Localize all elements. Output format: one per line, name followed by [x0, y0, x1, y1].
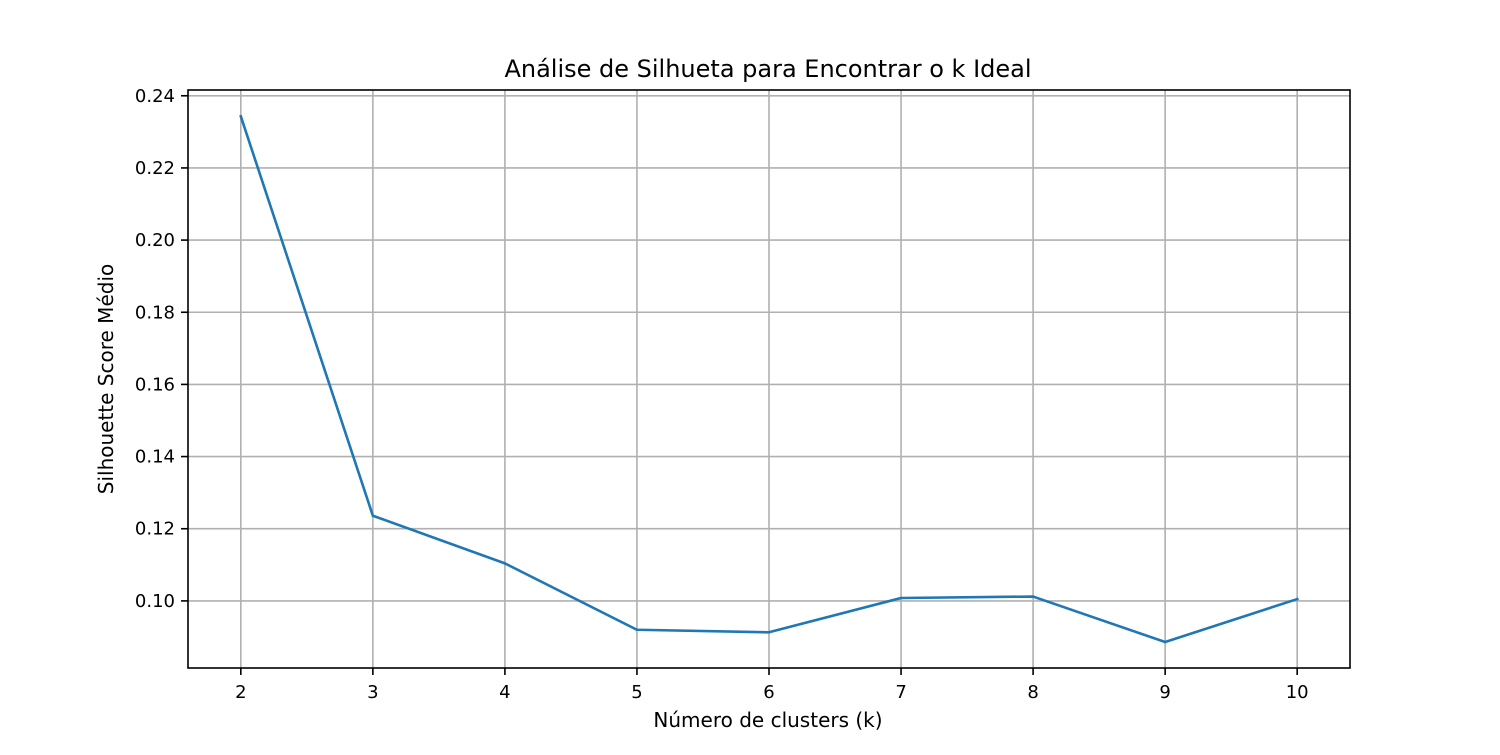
grid-lines	[188, 90, 1350, 668]
y-tick-label: 0.24	[135, 86, 175, 107]
data-point	[635, 628, 639, 632]
data-point	[371, 514, 375, 518]
data-point	[239, 115, 243, 118]
y-tick-label: 0.22	[135, 158, 175, 179]
y-tick-label: 0.10	[135, 591, 175, 612]
y-tick-label: 0.20	[135, 230, 175, 251]
x-axis-label: Número de clusters (k)	[653, 708, 882, 732]
x-tick-label: 4	[499, 682, 510, 703]
y-tick-label: 0.12	[135, 519, 175, 540]
data-point	[1031, 595, 1035, 598]
y-tick-label: 0.16	[135, 374, 175, 395]
data-point	[503, 562, 507, 565]
x-tick-label: 7	[895, 682, 906, 703]
x-tick-label: 8	[1027, 682, 1038, 703]
data-point	[767, 630, 771, 634]
x-tick-label: 6	[763, 682, 774, 703]
y-tick-label: 0.18	[135, 302, 175, 323]
y-axis-ticks: 0.10 0.12 0.14 0.16 0.18 0.20 0.22 0.24	[135, 86, 188, 612]
y-axis-label: Silhouette Score Médio	[94, 264, 118, 494]
x-tick-label: 5	[631, 682, 642, 703]
data-point	[1163, 640, 1167, 644]
chart-title: Análise de Silhueta para Encontrar o k I…	[504, 55, 1031, 83]
data-point	[1295, 597, 1299, 601]
x-tick-label: 9	[1159, 682, 1170, 703]
x-tick-label: 2	[235, 682, 246, 703]
x-tick-label: 10	[1286, 682, 1309, 703]
x-tick-label: 3	[367, 682, 378, 703]
series-layer	[239, 114, 1299, 644]
y-tick-label: 0.14	[135, 447, 175, 468]
data-point	[899, 596, 903, 600]
x-axis-ticks: 2 3 4 5 6 7 8 9 10	[235, 668, 1309, 703]
